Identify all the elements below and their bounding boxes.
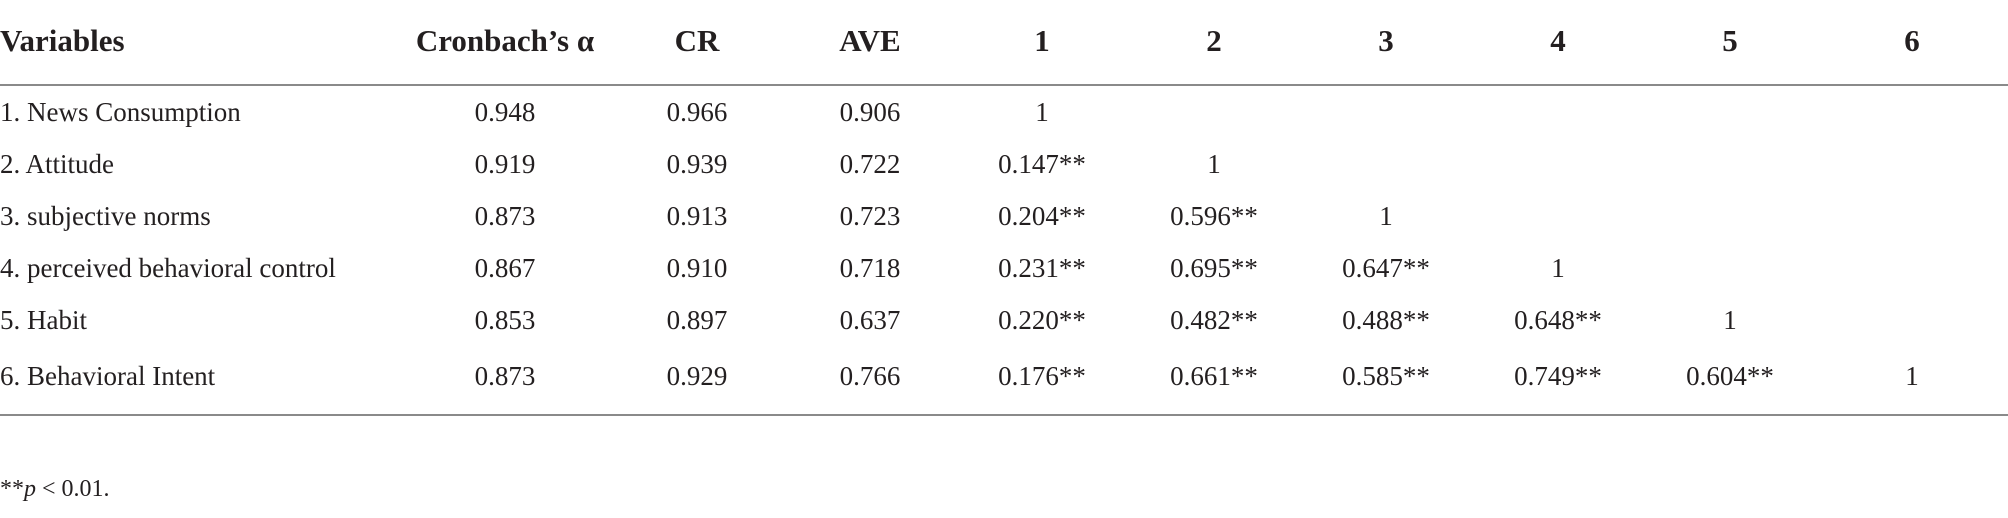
table-cell [1472,190,1644,242]
table-cell: 0.919 [474,148,536,179]
table-cell [1472,85,1644,138]
table-cell: 0.867 [474,252,536,283]
table-cell [1472,138,1644,190]
table-cell: 0.204** [998,200,1086,231]
table-cell: 0.718 [839,252,901,283]
header-col-4: 4 [1550,23,1566,58]
table-cell: 0.231** [998,252,1086,283]
table-row: 3. subjective norms 0.873 0.913 0.723 0.… [0,190,2008,242]
table-cell [1816,138,2008,190]
table-cell: 0.897 [666,304,728,335]
table-cell: 0.873 [400,346,610,416]
table-cell: 0.948 [474,96,536,127]
header-col-2: 2 [1206,23,1222,58]
table-cell: 0.488** [1342,304,1430,335]
footnote-p-symbol: p [24,476,36,502]
table-cell: 0.482** [1170,304,1258,335]
table-cell: 0.853 [474,304,536,335]
table-cell: 0.913 [666,200,728,231]
row-label: 5. Habit [0,304,87,335]
table-cell [1300,138,1472,190]
row-label: 3. subjective norms [0,200,211,231]
row-label: 6. Behavioral Intent [0,346,400,416]
correlation-table: Variables Cronbach’s α CR AVE 1 2 3 4 5 … [0,0,2008,416]
table-cell: 0.661** [1128,346,1300,416]
table-cell: 0.966 [666,96,728,127]
row-label: 2. Attitude [0,148,114,179]
table-cell: 0.585** [1300,346,1472,416]
table-cell: 1 [1723,304,1737,335]
table-cell [1644,85,1816,138]
table-cell [1644,242,1816,294]
table-cell: 0.766 [784,346,956,416]
table-row: 5. Habit 0.853 0.897 0.637 0.220** 0.482… [0,294,2008,346]
table-cell: 1 [1035,96,1049,127]
table-footnote: **p < 0.01. [0,476,110,503]
table-cell: 0.604** [1644,346,1816,416]
table-row: 1. News Consumption 0.948 0.966 0.906 1 [0,85,2008,138]
table-cell: 0.910 [666,252,728,283]
table-cell: 0.929 [610,346,784,416]
header-ave: AVE [839,23,901,58]
table-cell: 1 [1551,252,1565,283]
header-col-3: 3 [1378,23,1394,58]
table-cell [1300,85,1472,138]
table-cell: 0.939 [666,148,728,179]
table-row: 4. perceived behavioral control 0.867 0.… [0,242,2008,294]
table-cell: 0.637 [839,304,901,335]
table-cell: 0.722 [839,148,901,179]
table-cell [1644,190,1816,242]
table-cell: 0.647** [1342,252,1430,283]
header-variables: Variables [0,23,125,58]
table-cell: 0.147** [998,148,1086,179]
table-cell [1816,190,2008,242]
table-cell: 0.596** [1170,200,1258,231]
table-cell: 1 [1207,148,1221,179]
table-cell: 0.176** [956,346,1128,416]
table-cell: 0.749** [1472,346,1644,416]
table-cell: 0.648** [1514,304,1602,335]
table-cell: 0.723 [839,200,901,231]
header-col-5: 5 [1722,23,1738,58]
footnote-suffix: < 0.01. [36,476,110,502]
row-label: 4. perceived behavioral control [0,252,336,283]
header-cronbach-alpha: Cronbach’s α [415,23,595,58]
table-cell [1816,242,2008,294]
header-cr: CR [674,23,720,58]
table-cell: 0.873 [474,200,536,231]
table-cell [1816,85,2008,138]
table-cell: 0.906 [839,96,901,127]
table-row: 2. Attitude 0.919 0.939 0.722 0.147** 1 [0,138,2008,190]
header-col-1: 1 [1034,23,1050,58]
table-cell: 1 [1816,346,2008,416]
header-row: Variables Cronbach’s α CR AVE 1 2 3 4 5 … [0,0,2008,85]
table-row: 6. Behavioral Intent 0.873 0.929 0.766 0… [0,346,2008,416]
table-cell: 0.220** [998,304,1086,335]
table-cell: 0.695** [1170,252,1258,283]
footnote-prefix: ** [0,476,24,502]
table-cell [1816,294,2008,346]
table-cell: 1 [1379,200,1393,231]
table-cell [1128,85,1300,138]
row-label: 1. News Consumption [0,96,241,127]
table-cell [1644,138,1816,190]
header-col-6: 6 [1904,23,1920,58]
